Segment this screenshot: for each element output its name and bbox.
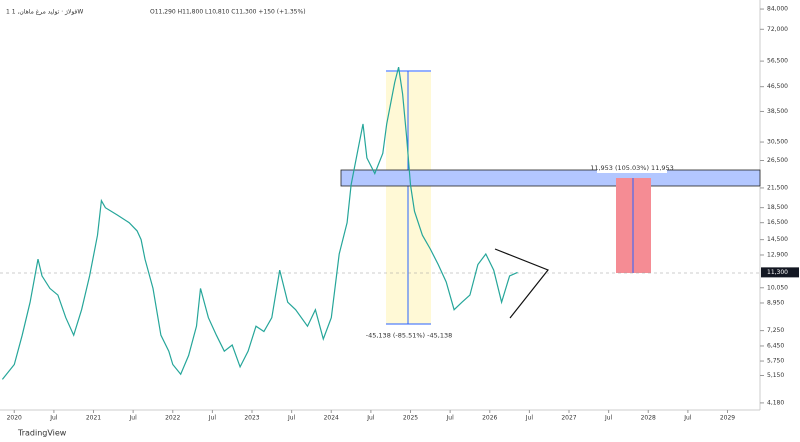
- y-tick-label: 56,500: [767, 58, 788, 65]
- x-tick-label: 2021: [86, 415, 101, 422]
- ohlc: O11,290 H11,800 L10,810 C11,300 +150 (+1…: [150, 9, 306, 16]
- y-tick-label: 38,500: [767, 108, 788, 115]
- y-tick-label: 26,500: [767, 157, 788, 164]
- y-tick-label: 5,150: [767, 372, 784, 379]
- last-price-tag: [761, 267, 799, 278]
- y-tick-label: 16,500: [767, 219, 788, 226]
- y-tick-label: 8,950: [767, 299, 784, 306]
- y-tick-label: 12,900: [767, 251, 788, 258]
- range-label: -45,138 (-85.51%) -45,138: [366, 332, 453, 340]
- x-tick-label: 2020: [7, 415, 22, 422]
- y-tick-label: 4,180: [767, 399, 784, 406]
- annotation-bg: [370, 330, 448, 341]
- y-tick-label: 6,450: [767, 342, 784, 349]
- y-tick-label: 72,000: [767, 26, 788, 33]
- annotation-bg: [597, 163, 667, 173]
- x-tick-label: Jul: [287, 415, 296, 422]
- last-price-label: 11,300: [767, 269, 788, 276]
- y-tick-label: 46,500: [767, 83, 788, 90]
- x-tick-label: Jul: [366, 415, 375, 422]
- y-tick-label: 14,500: [767, 236, 788, 243]
- footer-logo: TradingView: [17, 429, 67, 438]
- x-tick-label: Jul: [604, 415, 613, 422]
- x-tick-label: Jul: [49, 415, 58, 422]
- y-tick-label: 21,500: [767, 184, 788, 191]
- symbol: 1 فولاژ · تولید مرغ ماهان, 1W: [6, 9, 83, 16]
- y-tick-label: 18,500: [767, 204, 788, 211]
- y-tick-label: 10,050: [767, 284, 788, 291]
- x-tick-label: Jul: [208, 415, 217, 422]
- x-tick-label: Jul: [525, 415, 534, 422]
- triangle: [494, 248, 549, 319]
- y-tick-label: 84,000: [767, 6, 788, 13]
- x-tick-label: 2024: [324, 415, 339, 422]
- y-tick-label: 7,250: [767, 327, 784, 334]
- resistance-zone: [340, 169, 761, 187]
- price-line-series: [1, 66, 518, 380]
- x-tick-label: 2026: [482, 415, 497, 422]
- x-tick-label: 2029: [720, 415, 735, 422]
- x-tick-label: 2023: [244, 415, 259, 422]
- x-tick-label: Jul: [446, 415, 455, 422]
- x-tick-label: 2022: [165, 415, 180, 422]
- target-label: 11,953 (105.03%) 11,953: [590, 164, 674, 172]
- y-tick-label: 30,500: [767, 139, 788, 146]
- x-tick-label: Jul: [129, 415, 138, 422]
- x-tick-label: Jul: [683, 415, 692, 422]
- y-tick-label: 5,750: [767, 358, 784, 365]
- x-tick-label: 2028: [641, 415, 656, 422]
- x-tick-label: 2027: [561, 415, 576, 422]
- x-tick-label: 2025: [403, 415, 418, 422]
